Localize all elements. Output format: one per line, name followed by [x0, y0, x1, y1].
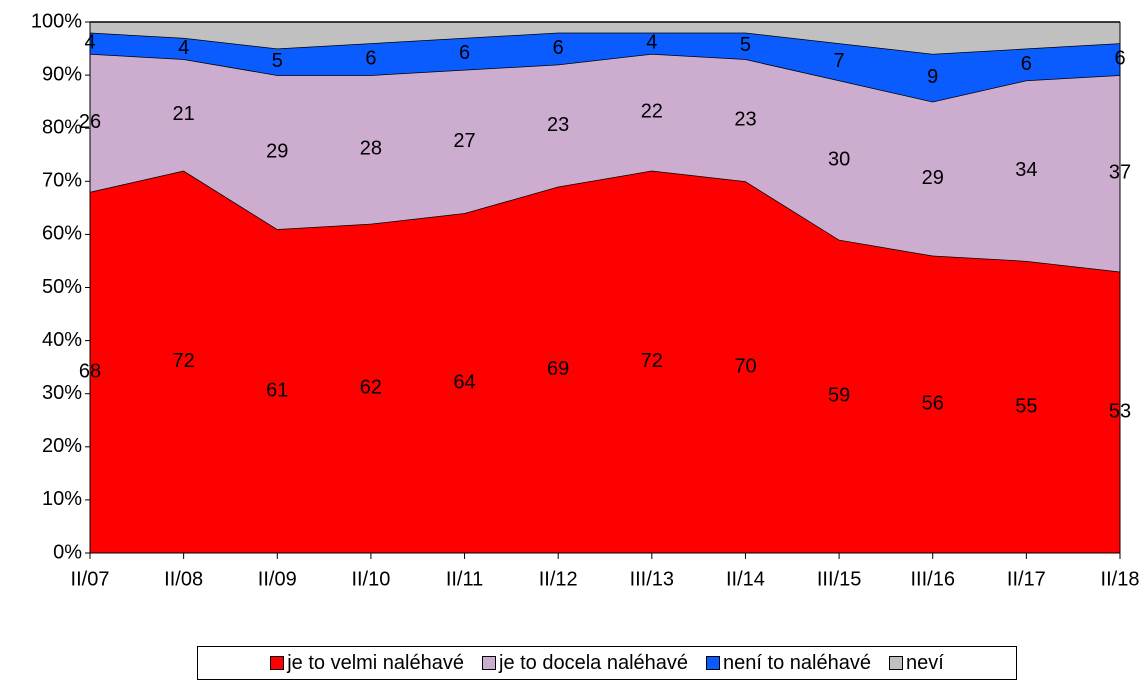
- legend-swatch: [482, 656, 496, 670]
- data-label: 5: [740, 34, 751, 56]
- data-label: 6: [459, 42, 470, 64]
- data-label: 56: [922, 393, 944, 415]
- data-label: 9: [927, 66, 938, 88]
- legend-item: neví: [888, 651, 944, 675]
- area: [90, 22, 1120, 54]
- x-tick-label: III/16: [910, 568, 954, 590]
- data-label: 27: [453, 130, 475, 152]
- data-label: 34: [1015, 159, 1037, 181]
- legend-label: je to velmi naléhavé: [287, 651, 464, 674]
- x-tick-label: II/18: [1101, 568, 1140, 590]
- data-label: 28: [360, 138, 382, 160]
- x-tick-label: II/10: [351, 568, 390, 590]
- area: [90, 32, 1120, 102]
- data-label: 23: [547, 114, 569, 136]
- x-tick-label: II/11: [446, 568, 483, 590]
- x-tick-label: III/13: [630, 568, 674, 590]
- x-tick-label: II/07: [71, 568, 110, 590]
- legend-swatch: [706, 656, 721, 670]
- legend-label: neví: [905, 651, 944, 674]
- data-label: 23: [734, 109, 756, 131]
- x-tick-label: II/12: [539, 568, 578, 590]
- y-tick-label: 10%: [42, 488, 82, 510]
- area: [90, 170, 1120, 553]
- legend-label: není to naléhavé: [723, 651, 871, 674]
- data-label: 22: [641, 101, 663, 123]
- y-tick-label: 90%: [42, 63, 82, 85]
- y-tick-label: 60%: [42, 223, 82, 245]
- area: [90, 53, 1120, 272]
- y-tick-label: 40%: [42, 329, 82, 351]
- data-label: 72: [173, 350, 195, 372]
- y-tick-label: 30%: [42, 382, 82, 404]
- data-label: 5: [272, 50, 283, 72]
- data-label: 7: [834, 50, 845, 72]
- data-label: 59: [828, 385, 850, 407]
- data-label: 70: [734, 355, 756, 377]
- data-label: 64: [453, 371, 475, 393]
- data-label: 4: [646, 32, 657, 54]
- y-tick-label: 70%: [42, 170, 82, 192]
- data-label: 62: [360, 377, 382, 399]
- data-label: 29: [922, 167, 944, 189]
- x-tick-label: II/17: [1007, 568, 1046, 590]
- legend-item: není to naléhavé: [706, 652, 871, 675]
- y-tick-label: 0%: [53, 541, 82, 563]
- legend-item: je to docela naléhavé: [482, 652, 688, 675]
- data-label: 72: [641, 350, 663, 372]
- x-tick-label: II/09: [258, 568, 297, 590]
- y-tick-label: 80%: [42, 116, 82, 138]
- data-label: 61: [266, 379, 288, 401]
- x-tick-label: II/14: [726, 568, 765, 590]
- y-tick-label: 20%: [42, 435, 82, 457]
- legend-label: je to docela naléhavé: [499, 651, 689, 674]
- data-label: 6: [553, 37, 564, 59]
- data-label: 29: [266, 140, 288, 162]
- data-label: 69: [547, 358, 569, 380]
- legend: je to velmi naléhavé je to docela naléhav…: [197, 646, 1017, 680]
- x-tick-label: III/15: [817, 568, 861, 590]
- x-tick-label: II/08: [164, 568, 203, 590]
- legend-item: je to velmi naléhavé: [270, 652, 464, 675]
- data-label: 6: [1021, 53, 1032, 75]
- y-tick-label: 100%: [31, 10, 82, 32]
- data-label: 4: [178, 37, 189, 59]
- legend-swatch: [888, 656, 903, 670]
- data-label: 55: [1015, 395, 1037, 417]
- legend-swatch: [270, 656, 285, 670]
- data-label: 30: [828, 148, 850, 170]
- data-label: 21: [173, 103, 195, 125]
- y-tick-label: 50%: [42, 276, 82, 298]
- data-label: 6: [365, 47, 376, 69]
